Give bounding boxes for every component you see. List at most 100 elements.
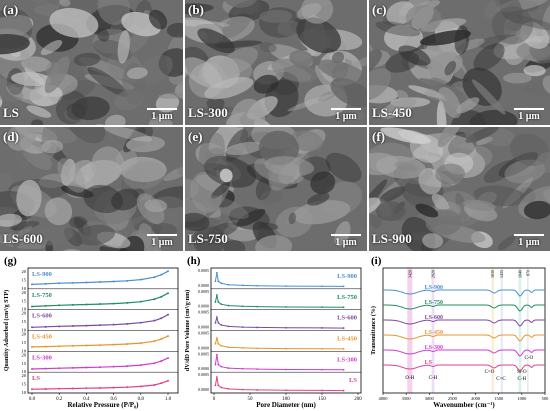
- sem-grain: [41, 140, 64, 154]
- sem-grain: [75, 224, 115, 246]
- band-label: C-H: [429, 376, 438, 381]
- x-tick-label: 0.8: [138, 397, 145, 402]
- series-label: LS-750: [337, 294, 357, 301]
- y-tick-label: 15: [22, 340, 27, 345]
- y-tick-label: 10: [22, 328, 27, 333]
- x-tick-label: 3000: [425, 396, 435, 401]
- isotherm-point: [85, 303, 88, 306]
- isotherm-point: [167, 335, 169, 338]
- scale-bar: 1 μm: [147, 234, 177, 248]
- sem-texture: [369, 127, 550, 251]
- sem-grain: [166, 22, 183, 38]
- peak-band: [431, 268, 435, 393]
- scale-bar-label: 1 μm: [151, 237, 173, 248]
- pore-distribution-point: [227, 325, 230, 328]
- sem-grain: [502, 72, 532, 84]
- isotherm-point: [112, 302, 115, 305]
- sem-texture: [0, 127, 183, 251]
- pore-distribution-point: [285, 347, 287, 350]
- ftir-spectrum-line: [383, 289, 545, 297]
- y-tick-label: 15: [22, 277, 27, 282]
- series-label: LS-750: [425, 300, 443, 306]
- pore-distribution-point: [342, 327, 345, 329]
- chart-h-svg: (h)LS-9000.00000.0005LS-7500.00000.0005L…: [184, 255, 362, 409]
- isotherm-point: [71, 387, 74, 390]
- sem-grain: [369, 197, 381, 215]
- pore-size-chart: (h) LS-900 0.0000 0.0005 LS-750 0.0000 0.0005 L…: [183, 253, 366, 411]
- sem-grain: [203, 215, 234, 228]
- y-tick-label: 0.0000: [198, 366, 209, 371]
- pore-distribution-point: [285, 389, 287, 392]
- sample-label: LS-750: [188, 231, 228, 246]
- sample-label: LS-300: [188, 105, 228, 120]
- sem-grain: [260, 190, 283, 204]
- pore-distribution-point: [285, 326, 287, 329]
- pore-distribution-point: [227, 387, 230, 390]
- sem-grain: [264, 156, 315, 177]
- sem-grain: [10, 72, 52, 87]
- pore-distribution-point: [227, 346, 230, 349]
- pore-distribution-point: [321, 306, 323, 309]
- pore-distribution-point: [321, 347, 323, 350]
- sem-grain: [44, 56, 70, 94]
- sem-grain: [126, 67, 148, 80]
- sem-panel: (f) LS-900 1 μm: [369, 127, 550, 251]
- sem-grain: [419, 30, 472, 46]
- sem-grain: [502, 13, 550, 31]
- sem-grain: [369, 68, 391, 101]
- y-tick-label: 15: [22, 382, 27, 387]
- sem-grain: [497, 0, 549, 12]
- isotherm-point: [126, 343, 129, 346]
- ftir-spectrum-line: [383, 349, 545, 357]
- sem-grain: [185, 57, 222, 89]
- isotherm-point: [112, 280, 115, 283]
- sem-grain: [225, 141, 264, 156]
- sem-grain: [292, 200, 351, 225]
- pore-distribution-point: [321, 327, 323, 329]
- sem-grain: [66, 103, 86, 121]
- isotherm-point: [126, 279, 129, 282]
- isotherm-point: [139, 342, 142, 345]
- sem-grain: [71, 96, 110, 121]
- y-tick-label: 0.0005: [198, 289, 209, 294]
- peak-band: [527, 268, 529, 393]
- scale-bar-line: [331, 108, 361, 110]
- sem-grain: [255, 235, 293, 251]
- sem-grain: [44, 197, 73, 226]
- pore-distribution-point: [321, 389, 323, 392]
- x-axis-label: Pore Diameter (nm): [256, 401, 316, 409]
- sem-grain: [431, 193, 450, 212]
- isotherm-point: [44, 345, 47, 348]
- isotherm-point: [160, 382, 163, 385]
- series-label: LS-300: [425, 345, 443, 351]
- x-axis-label: Wavenumber (cm⁻¹): [433, 401, 495, 409]
- x-tick-label: 2000: [471, 396, 481, 401]
- sem-grain: [437, 127, 463, 148]
- ftir-chart: (i) 3420 2920 1630 1435 1040 870 LS-900 LS-750 LS…: [367, 253, 550, 411]
- sem-grain: [340, 110, 365, 122]
- sem-grain: [61, 158, 76, 186]
- scale-bar: 1 μm: [514, 108, 544, 122]
- sem-grain: [456, 97, 480, 114]
- sem-grain: [473, 43, 505, 71]
- x-tick-label: 0.2: [56, 397, 63, 402]
- series-label: LS-750: [32, 292, 52, 299]
- isotherm-point: [160, 338, 163, 341]
- sem-grain: [6, 83, 44, 100]
- pore-distribution-point: [342, 306, 345, 309]
- sem-grain: [542, 4, 550, 40]
- isotherm-line: [31, 270, 169, 285]
- sem-grain: [21, 56, 52, 72]
- pore-distribution-point: [220, 344, 223, 347]
- x-tick-label: 1.0: [165, 397, 172, 402]
- scale-bar-label: 1 μm: [518, 111, 540, 122]
- isotherm-point: [31, 305, 33, 308]
- sem-grain: [136, 55, 173, 86]
- isotherm-point: [85, 324, 88, 327]
- panel-letter: (a): [3, 2, 19, 17]
- pore-distribution-point: [217, 301, 220, 303]
- band-label: C=C: [496, 377, 506, 382]
- y-tick-label: 15: [22, 319, 27, 324]
- isotherm-point: [99, 303, 101, 306]
- isotherm-point: [126, 301, 129, 304]
